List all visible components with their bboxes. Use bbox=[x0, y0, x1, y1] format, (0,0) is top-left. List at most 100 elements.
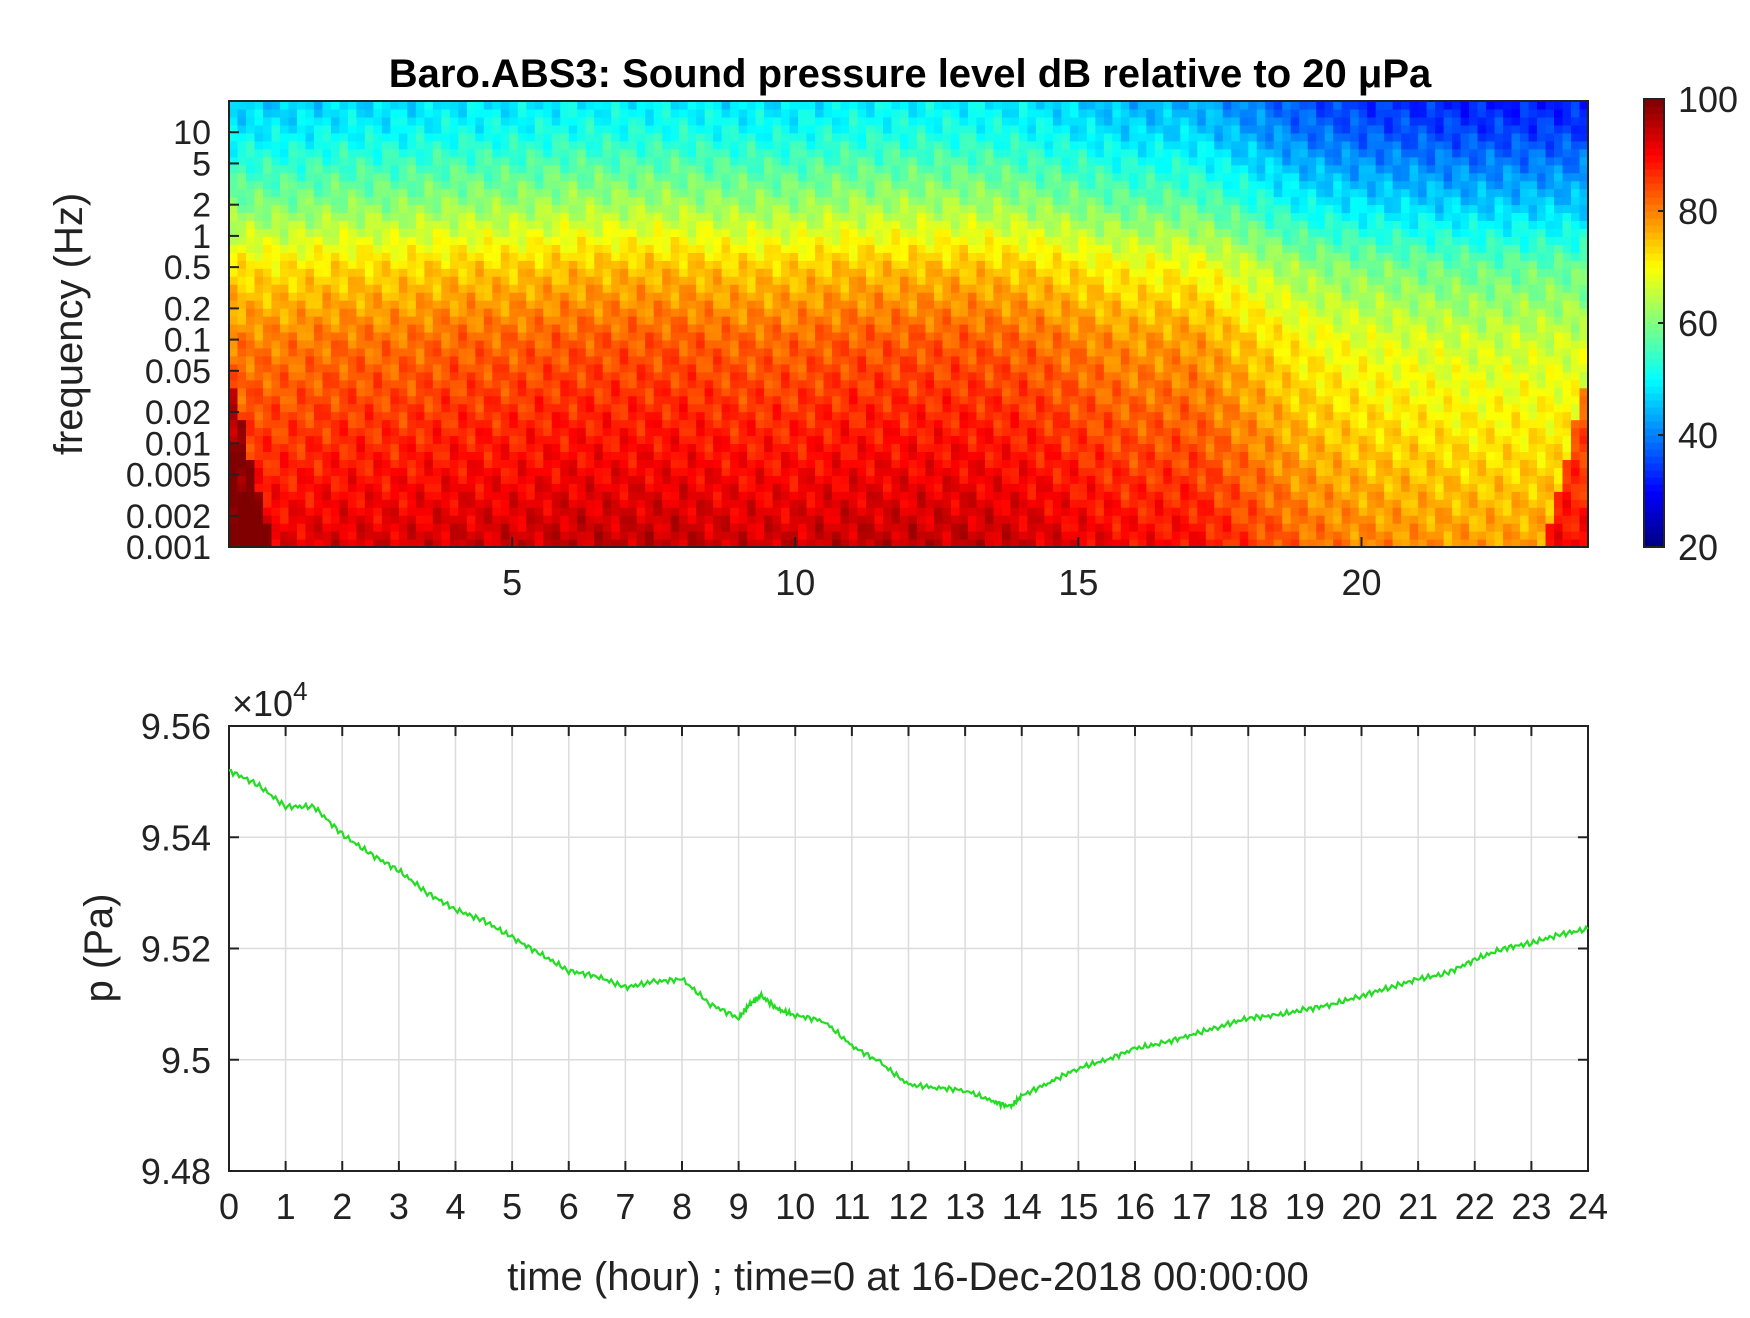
spectrogram-cell bbox=[373, 435, 383, 445]
spectrogram-cell bbox=[254, 363, 264, 373]
spectrogram-cell bbox=[237, 284, 247, 293]
spectrogram-cell bbox=[857, 300, 867, 309]
spectrogram-cell bbox=[492, 531, 502, 540]
spectrogram-cell bbox=[832, 363, 842, 373]
spectrogram-cell bbox=[950, 172, 961, 182]
spectrogram-cell bbox=[483, 324, 493, 333]
spectrogram-cell bbox=[636, 475, 646, 484]
spectrogram-cell bbox=[229, 212, 239, 222]
spectrogram-cell bbox=[288, 204, 298, 214]
spectrogram-cell bbox=[475, 204, 485, 214]
spectrogram-cell bbox=[933, 523, 944, 532]
spectrogram-cell bbox=[577, 411, 587, 421]
spectrogram-cell bbox=[483, 300, 493, 309]
spectrogram-cell bbox=[356, 507, 366, 516]
spectrogram-cell bbox=[305, 371, 315, 381]
spectrogram-cell bbox=[483, 539, 493, 548]
spectrogram-cell bbox=[271, 403, 281, 413]
spectrogram-cell bbox=[271, 507, 281, 516]
spectrogram-cell bbox=[866, 156, 876, 166]
spectrogram-cell bbox=[432, 101, 442, 110]
spectrogram-cell bbox=[500, 507, 510, 516]
spectrogram-cell bbox=[543, 411, 553, 421]
spectrogram-cell bbox=[670, 140, 680, 150]
spectrogram-cell bbox=[950, 379, 961, 389]
spectrogram-cell bbox=[900, 164, 910, 174]
spectrogram-cell bbox=[364, 284, 374, 293]
spectrogram-cell bbox=[764, 188, 774, 198]
spectrogram-cell bbox=[900, 292, 910, 301]
spectrogram-cell bbox=[798, 451, 808, 460]
spectrogram-cell bbox=[789, 220, 799, 230]
spectrogram-cell bbox=[832, 220, 842, 230]
spectrogram-cell bbox=[500, 371, 510, 381]
spectrogram-cell bbox=[492, 124, 502, 134]
spectrogram-cell bbox=[254, 244, 264, 253]
spectrogram-cell bbox=[772, 132, 782, 142]
spectrogram-cell bbox=[458, 252, 468, 261]
spectrogram-cell bbox=[798, 284, 808, 293]
spectrogram-cell bbox=[288, 539, 298, 548]
spectrogram-cell bbox=[925, 300, 935, 309]
spectrogram-cell bbox=[543, 379, 553, 389]
spectrogram-cell bbox=[900, 108, 910, 118]
spectrogram-cell bbox=[832, 284, 842, 293]
spectrogram-cell bbox=[916, 467, 927, 476]
spectrogram-cell bbox=[356, 531, 366, 540]
spectrogram-cell bbox=[738, 331, 748, 341]
spectrogram-cell bbox=[747, 260, 757, 269]
spectrogram-cell bbox=[543, 427, 553, 437]
spectrogram-cell bbox=[798, 204, 808, 214]
spectrogram-cell bbox=[229, 236, 239, 245]
spectrogram-cell bbox=[313, 140, 324, 150]
spectrogram-cell bbox=[815, 443, 825, 453]
spectrogram-cell bbox=[908, 523, 918, 532]
spectrogram-cell bbox=[721, 292, 731, 301]
spectrogram-cell bbox=[279, 244, 290, 253]
spectrogram-cell bbox=[568, 324, 578, 333]
spectrogram-cell bbox=[305, 252, 315, 261]
spectrogram-cell bbox=[492, 101, 502, 110]
spectrogram-cell bbox=[526, 140, 536, 150]
spectrogram-cell bbox=[475, 116, 485, 126]
spectrogram-cell bbox=[432, 355, 442, 365]
spectrogram-cell bbox=[288, 371, 298, 381]
spectrogram-cell bbox=[602, 499, 612, 508]
spectrogram-cell bbox=[670, 268, 680, 277]
spectrogram-cell bbox=[798, 507, 808, 516]
spectrogram-cell bbox=[483, 483, 493, 492]
spectrogram-cell bbox=[441, 523, 451, 532]
spectrogram-cell bbox=[942, 300, 952, 309]
spectrogram-cell bbox=[237, 244, 247, 253]
spectrogram-cell bbox=[696, 467, 706, 476]
spectrogram-cell bbox=[313, 324, 324, 333]
spectrogram-cell bbox=[713, 101, 723, 110]
spectrogram-cell bbox=[415, 260, 425, 269]
spectrogram-cell bbox=[279, 204, 290, 214]
spectrogram-cell bbox=[492, 507, 502, 516]
spectrogram-cell bbox=[781, 347, 791, 357]
spectrogram-cell bbox=[857, 148, 867, 158]
spectrogram-cell bbox=[721, 212, 731, 222]
spectrogram-cell bbox=[747, 196, 757, 206]
spectrogram-cell bbox=[517, 403, 527, 413]
spectrogram-cell bbox=[585, 419, 595, 429]
spectrogram-cell bbox=[339, 292, 349, 301]
spectrogram-cell bbox=[636, 539, 646, 548]
spectrogram-cell bbox=[500, 411, 510, 421]
spectrogram-cell bbox=[229, 300, 239, 309]
spectrogram-cell bbox=[466, 483, 476, 492]
spectrogram-cell bbox=[679, 355, 689, 365]
spectrogram-cell bbox=[781, 387, 791, 397]
spectrogram-cell bbox=[849, 132, 859, 142]
spectrogram-cell bbox=[738, 260, 748, 269]
spectrogram-cell bbox=[245, 491, 256, 500]
spectrogram-cell bbox=[984, 523, 995, 532]
spectrogram-cell bbox=[441, 347, 451, 357]
spectrogram-cell bbox=[602, 300, 612, 309]
spectrogram-cell bbox=[262, 276, 273, 285]
spectrogram-cell bbox=[492, 236, 502, 245]
spectrogram-cell bbox=[967, 491, 978, 500]
spectrogram-cell bbox=[432, 539, 442, 548]
spectrogram-cell bbox=[721, 427, 731, 437]
